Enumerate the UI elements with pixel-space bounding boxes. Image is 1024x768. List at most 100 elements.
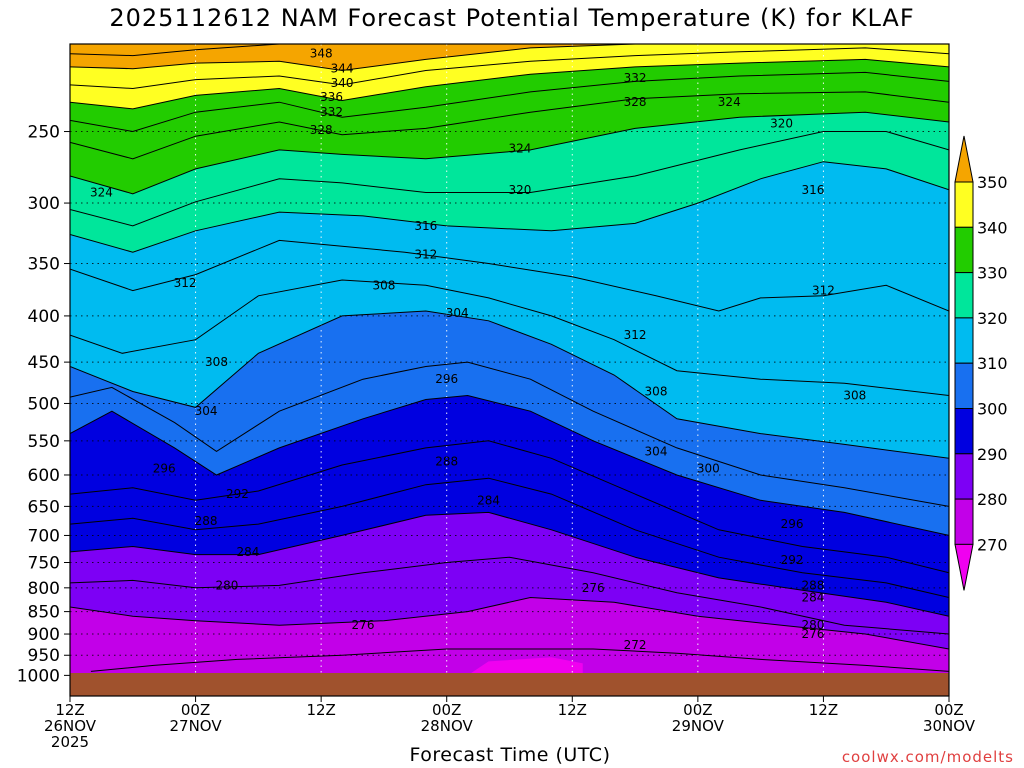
contour-fills xyxy=(70,44,949,696)
fill-band xyxy=(467,657,583,676)
contour-label: 340 xyxy=(331,76,354,90)
contour-label: 328 xyxy=(624,95,647,109)
contour-label: 312 xyxy=(414,247,437,261)
colorbar: 350 340 330 320 310 300 290 280 270 xyxy=(954,135,1008,591)
contour-line xyxy=(70,71,949,133)
colorbar-label: 330 xyxy=(977,264,1008,283)
contour-line xyxy=(70,440,949,574)
x-tick-label: 28NOV xyxy=(421,717,474,735)
x-tick-label: 00Z xyxy=(683,701,712,719)
y-tick-label: 450 xyxy=(28,353,60,373)
contour-line xyxy=(70,161,949,253)
contour-label: 284 xyxy=(236,545,259,559)
contour-label: 304 xyxy=(195,404,218,418)
contour-line xyxy=(70,131,949,227)
colorbar-swatch xyxy=(954,453,974,500)
chart-title: 2025112612 NAM Forecast Potential Temper… xyxy=(109,4,915,32)
colorbar-label: 300 xyxy=(977,400,1008,419)
y-tick-label: 350 xyxy=(28,255,60,275)
contour-label: 312 xyxy=(624,328,647,342)
contour-line xyxy=(70,44,384,57)
y-axis: 2503003504004505005506006507007508008509… xyxy=(17,123,70,686)
contour-label: 304 xyxy=(645,444,668,458)
contour-line xyxy=(70,111,949,195)
contour-label: 328 xyxy=(310,123,333,137)
contour-line xyxy=(70,47,949,90)
contour-label: 272 xyxy=(624,638,647,652)
x-tick-label: 2025 xyxy=(51,733,89,751)
contour-label: 324 xyxy=(90,185,113,199)
x-axis-label: Forecast Time (UTC) xyxy=(409,744,611,766)
contour-label: 312 xyxy=(812,284,835,298)
contour-label: 308 xyxy=(843,389,866,403)
colorbar-swatch xyxy=(954,498,974,545)
x-tick-label: 26NOV xyxy=(44,717,97,735)
contour-label: 320 xyxy=(770,117,793,131)
contour-line xyxy=(90,648,949,672)
y-tick-label: 700 xyxy=(28,526,60,546)
colorbar-swatch xyxy=(954,362,974,410)
contour-line xyxy=(70,477,949,598)
watermark: coolwx.com/modelts xyxy=(841,748,1014,766)
colorbar-label: 340 xyxy=(977,218,1008,237)
colorbar-cap xyxy=(954,543,974,591)
contour-line xyxy=(70,58,949,110)
colorbar-swatch xyxy=(954,181,974,228)
y-tick-label: 550 xyxy=(28,432,60,452)
contour-line xyxy=(70,44,636,72)
contour-label: 276 xyxy=(802,627,825,641)
y-tick-label: 1000 xyxy=(17,666,60,686)
contour-label: 280 xyxy=(216,578,239,592)
contour-label: 276 xyxy=(582,581,605,595)
colorbar-label: 290 xyxy=(977,445,1008,464)
contour-label: 308 xyxy=(372,278,395,292)
contour-label: 288 xyxy=(195,514,218,528)
contour-label: 284 xyxy=(477,493,500,507)
colorbar-label: 320 xyxy=(977,309,1008,328)
contour-line xyxy=(70,556,949,635)
colorbar-label: 270 xyxy=(977,535,1008,554)
contour-label: 324 xyxy=(718,95,741,109)
colorbar-label: 310 xyxy=(977,354,1008,373)
contour-label: 300 xyxy=(697,461,720,475)
y-tick-label: 500 xyxy=(28,394,60,414)
contour-label: 296 xyxy=(153,461,176,475)
contour-label: 316 xyxy=(414,219,437,233)
contour-label: 308 xyxy=(205,355,228,369)
y-tick-label: 400 xyxy=(28,307,60,327)
contour-label: 288 xyxy=(802,578,825,592)
contour-line xyxy=(70,310,949,459)
contour-label: 292 xyxy=(226,487,249,501)
contour-line xyxy=(70,91,949,160)
colorbar-swatch xyxy=(954,272,974,319)
contour-label: 332 xyxy=(320,105,343,119)
plot-frame xyxy=(69,43,950,697)
ground-bar xyxy=(70,673,949,696)
contour-label: 324 xyxy=(509,141,532,155)
x-tick-label: 00Z xyxy=(432,701,461,719)
contour-lines xyxy=(70,44,949,672)
x-tick-label: 12Z xyxy=(55,701,84,719)
y-tick-label: 800 xyxy=(28,579,60,599)
contour-line xyxy=(70,279,949,396)
x-tick-label: 00Z xyxy=(934,701,963,719)
colorbar-swatch xyxy=(954,226,974,274)
x-tick-label: 00Z xyxy=(181,701,210,719)
x-tick-label: 12Z xyxy=(809,701,838,719)
contour-label: 348 xyxy=(310,47,333,61)
y-tick-label: 600 xyxy=(28,466,60,486)
colorbar-label: 350 xyxy=(977,173,1008,192)
y-tick-label: 750 xyxy=(28,554,60,574)
colorbar-swatch xyxy=(954,317,974,364)
contour-label: 308 xyxy=(645,385,668,399)
x-tick-label: 12Z xyxy=(558,701,587,719)
contour-label: 312 xyxy=(174,276,197,290)
y-tick-label: 250 xyxy=(28,123,60,143)
y-tick-label: 900 xyxy=(28,625,60,645)
y-tick-label: 850 xyxy=(28,603,60,623)
y-tick-label: 950 xyxy=(28,646,60,666)
